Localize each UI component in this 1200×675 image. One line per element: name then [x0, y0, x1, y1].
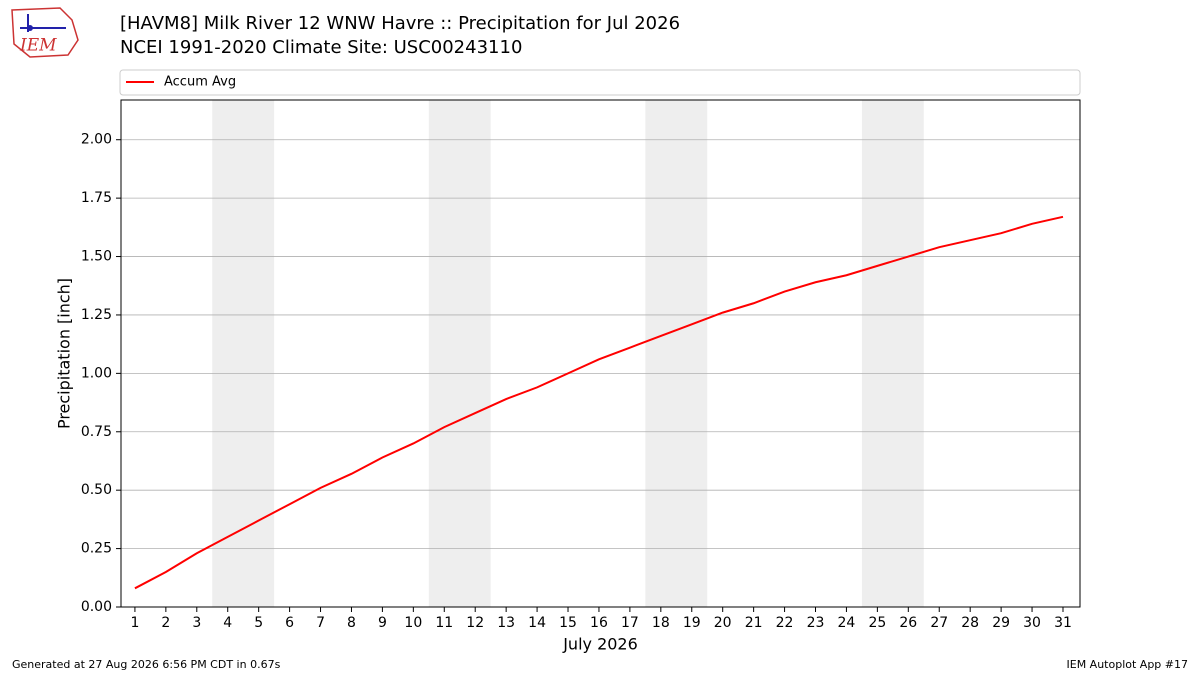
- y-tick-label: 0.50: [81, 482, 112, 498]
- y-tick-label: 1.75: [81, 190, 112, 206]
- weekend-shade: [212, 100, 275, 607]
- x-axis-label: July 2026: [562, 635, 638, 654]
- x-tick-label: 19: [683, 615, 701, 631]
- x-tick-label: 3: [192, 615, 201, 631]
- x-tick-label: 6: [285, 615, 294, 631]
- footer-right: IEM Autoplot App #17: [1067, 658, 1189, 671]
- logo-text: IEM: [19, 36, 57, 56]
- legend-label: Accum Avg: [164, 75, 236, 90]
- x-tick-label: 29: [992, 615, 1010, 631]
- y-tick-label: 0.75: [81, 424, 112, 440]
- weekend-shade: [861, 100, 924, 607]
- plot-frame: [120, 99, 1081, 608]
- x-tick-label: 22: [776, 615, 794, 631]
- legend-box: [119, 69, 1081, 96]
- x-tick-label: 5: [254, 615, 263, 631]
- x-tick-label: 10: [404, 615, 422, 631]
- weekend-shade: [645, 100, 708, 607]
- y-tick-label: 0.25: [81, 541, 112, 557]
- y-tick-label: 0.00: [81, 599, 112, 615]
- x-tick-label: 7: [316, 615, 325, 631]
- y-tick-label: 1.25: [81, 307, 112, 323]
- x-tick-label: 1: [130, 615, 139, 631]
- y-tick-label: 2.00: [81, 132, 112, 148]
- x-tick-label: 23: [807, 615, 825, 631]
- data-line: [134, 215, 1064, 590]
- x-tick-label: 28: [961, 615, 979, 631]
- x-tick-label: 11: [435, 615, 453, 631]
- x-tick-label: 17: [621, 615, 639, 631]
- x-tick-label: 27: [930, 615, 948, 631]
- x-tick-label: 13: [497, 615, 515, 631]
- x-tick-label: 14: [528, 615, 546, 631]
- x-tick-label: 18: [652, 615, 670, 631]
- x-tick-label: 16: [590, 615, 608, 631]
- x-tick-label: 21: [745, 615, 763, 631]
- footer-left: Generated at 27 Aug 2026 6:56 PM CDT in …: [12, 658, 281, 671]
- x-tick-label: 4: [223, 615, 232, 631]
- x-tick-label: 9: [378, 615, 387, 631]
- x-tick-label: 20: [714, 615, 732, 631]
- x-tick-label: 26: [899, 615, 917, 631]
- x-tick-label: 8: [347, 615, 356, 631]
- x-tick-label: 15: [559, 615, 577, 631]
- logo: IEM: [11, 7, 79, 58]
- x-tick-label: 25: [868, 615, 886, 631]
- y-tick-label: 1.00: [81, 365, 112, 381]
- weekend-shade: [428, 100, 491, 607]
- x-tick-label: 24: [838, 615, 856, 631]
- chart-subtitle: NCEI 1991-2020 Climate Site: USC00243110: [120, 37, 522, 58]
- x-tick-label: 12: [466, 615, 484, 631]
- y-axis-label: Precipitation [inch]: [55, 278, 74, 429]
- y-tick-label: 1.50: [81, 249, 112, 265]
- x-tick-label: 30: [1023, 615, 1041, 631]
- x-tick-label: 2: [161, 615, 170, 631]
- x-tick-label: 31: [1054, 615, 1072, 631]
- chart-title: [HAVM8] Milk River 12 WNW Havre :: Preci…: [120, 13, 680, 34]
